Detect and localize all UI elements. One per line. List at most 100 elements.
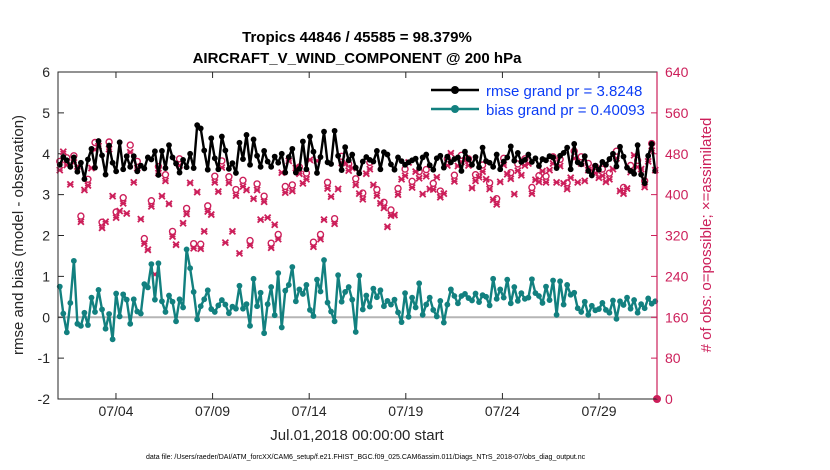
rmse-point [486,159,493,166]
rmse-point [426,162,433,169]
bias-point [345,284,352,290]
rmse-point [641,180,648,187]
chart-subtitle: AIRCRAFT_V_WIND_COMPONENT @ 200 hPa [193,50,523,67]
rmse-point [197,125,204,132]
rmse-point [444,153,451,160]
rmse-point [553,165,560,171]
rmse-point [67,163,74,170]
bias-point [377,287,384,294]
rmse-point [215,166,222,173]
rmse-point [261,147,268,154]
obs-assimilated-marker [380,204,388,212]
obs-assimilated-marker [408,183,416,192]
obs-assimilated-marker [158,192,166,200]
bias-point [511,284,518,290]
rmse-point [190,165,197,171]
bias-point [373,294,380,301]
bias-point [299,291,306,297]
rmse-point [162,165,169,171]
bias-point [574,305,581,312]
bias-point [447,286,454,293]
obs-assimilated-marker [130,178,138,186]
bias-point [211,309,218,315]
bias-line [58,248,656,341]
obs-assimilated-marker [214,187,222,196]
obs-possible-marker [246,236,254,245]
rmse-point [201,147,208,154]
legend-rmse-label: rmse grand pr = 3.8248 [486,83,642,100]
obs-assimilated-marker [228,227,237,236]
rmse-point [109,159,116,166]
obs-possible-marker [288,181,297,189]
obs-possible-marker [429,179,437,188]
obs-assimilated-marker [253,186,261,194]
rmse-point [123,153,130,160]
plot-area [58,72,657,399]
rmse-point [257,163,264,170]
obs-possible-marker [274,230,282,239]
obs-possible-marker [204,202,212,210]
obs-assimilated-marker [232,192,240,200]
obs-possible-marker [316,230,325,239]
rmse-point [440,164,447,171]
bias-point [102,325,109,332]
rmse-point [307,133,313,140]
bias-point [624,294,630,301]
rmse-point [342,144,349,151]
obs-possible-marker [450,171,459,179]
obs-possible-marker [253,180,261,188]
rmse-point [525,151,532,158]
bias-point [366,303,373,310]
bias-point [529,276,535,283]
bias-point [243,301,250,308]
obs-assimilated-marker [112,213,120,222]
rmse-point [183,164,190,171]
rmse-point [384,151,391,158]
bias-point [247,322,253,329]
bias-point [595,306,602,312]
obs-assimilated-marker [390,211,399,219]
bias-point [317,288,324,295]
bias-point [384,298,391,304]
bias-point [352,329,359,335]
obs-assimilated-marker [101,218,110,226]
rmse-point [352,164,359,171]
bias-point [218,297,225,303]
bias-point [518,290,525,297]
rmse-point [592,162,599,169]
rmse-point [292,169,299,176]
bias-point [236,282,243,289]
rmse-point [388,161,394,168]
obs-possible-marker [260,192,268,200]
y2-tick-label: 640 [665,64,689,80]
obs-assimilated-marker [429,185,437,194]
bias-point [303,282,310,288]
obs-possible-marker [535,172,543,180]
rmse-point [85,156,91,163]
rmse-point [588,172,595,179]
bias-point [233,305,239,312]
rmse-point [169,154,176,161]
bias-point [335,272,342,279]
y-tick-label: 4 [42,146,50,162]
obs-assimilated-marker [123,209,131,218]
bias-point [409,294,416,301]
rmse-point [578,161,585,168]
rmse-point [321,128,327,135]
obs-assimilated-marker [355,189,363,198]
bias-point [187,265,194,272]
rmse-point [289,145,296,152]
rmse-point [476,164,482,171]
rmse-point [458,168,465,174]
bias-point [645,295,652,302]
bias-point [183,246,190,253]
rmse-point [176,169,183,176]
rmse-point [603,161,609,168]
bias-point [536,293,542,299]
rmse-point [497,166,504,173]
bias-point [483,293,490,300]
bias-point [395,309,401,316]
bias-point [70,257,77,264]
bias-point [578,309,585,315]
obs-assimilated-marker [373,192,381,200]
